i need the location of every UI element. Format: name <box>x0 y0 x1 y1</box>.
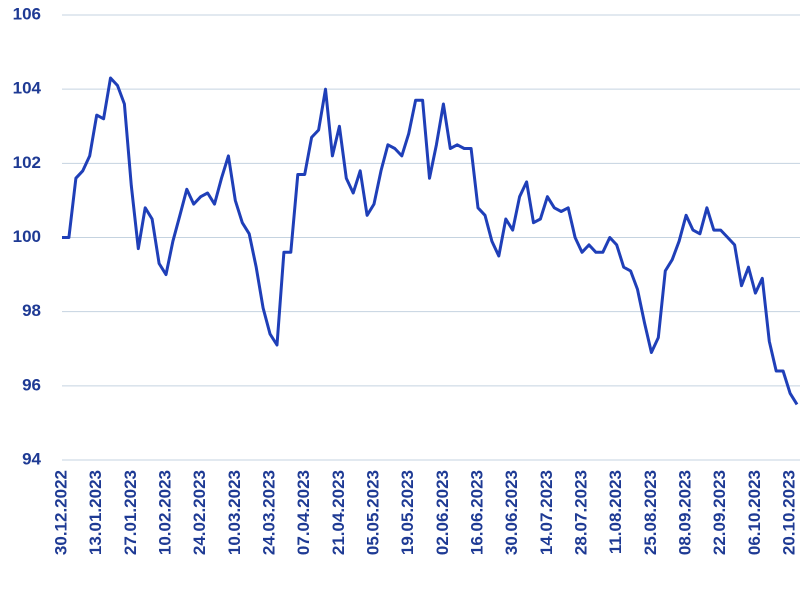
x-tick-label: 10.02.2023 <box>155 470 174 555</box>
x-tick-label: 05.05.2023 <box>364 470 383 555</box>
x-tick-label: 08.09.2023 <box>676 470 695 555</box>
x-tick-label: 11.08.2023 <box>606 470 625 554</box>
y-tick-label: 102 <box>13 153 41 172</box>
y-tick-label: 94 <box>22 449 41 468</box>
x-tick-label: 06.10.2023 <box>745 470 764 555</box>
x-tick-label: 20.10.2023 <box>780 470 799 555</box>
x-tick-label: 24.02.2023 <box>190 470 209 555</box>
x-tick-label: 25.08.2023 <box>641 470 660 555</box>
y-tick-label: 98 <box>22 301 41 320</box>
x-tick-label: 22.09.2023 <box>710 470 729 555</box>
y-tick-label: 96 <box>22 375 41 394</box>
x-tick-label: 16.06.2023 <box>468 470 487 555</box>
y-tick-label: 104 <box>13 79 42 98</box>
x-tick-label: 30.06.2023 <box>502 470 521 555</box>
x-tick-label: 07.04.2023 <box>294 470 313 555</box>
x-tick-label: 14.07.2023 <box>537 470 556 555</box>
x-tick-label: 13.01.2023 <box>86 470 105 555</box>
x-tick-label: 28.07.2023 <box>572 470 591 555</box>
x-tick-label: 21.04.2023 <box>329 470 348 555</box>
x-tick-label: 10.03.2023 <box>225 470 244 555</box>
x-tick-label: 24.03.2023 <box>260 470 279 555</box>
x-tick-label: 19.05.2023 <box>398 470 417 555</box>
line <box>62 76 799 406</box>
y-tick-label: 106 <box>13 4 41 23</box>
y-tick-label: 100 <box>13 227 41 246</box>
x-tick-label: 27.01.2023 <box>121 470 140 555</box>
x-tick-label: 02.06.2023 <box>433 470 452 555</box>
x-tick-label: 30.12.2022 <box>51 470 70 555</box>
